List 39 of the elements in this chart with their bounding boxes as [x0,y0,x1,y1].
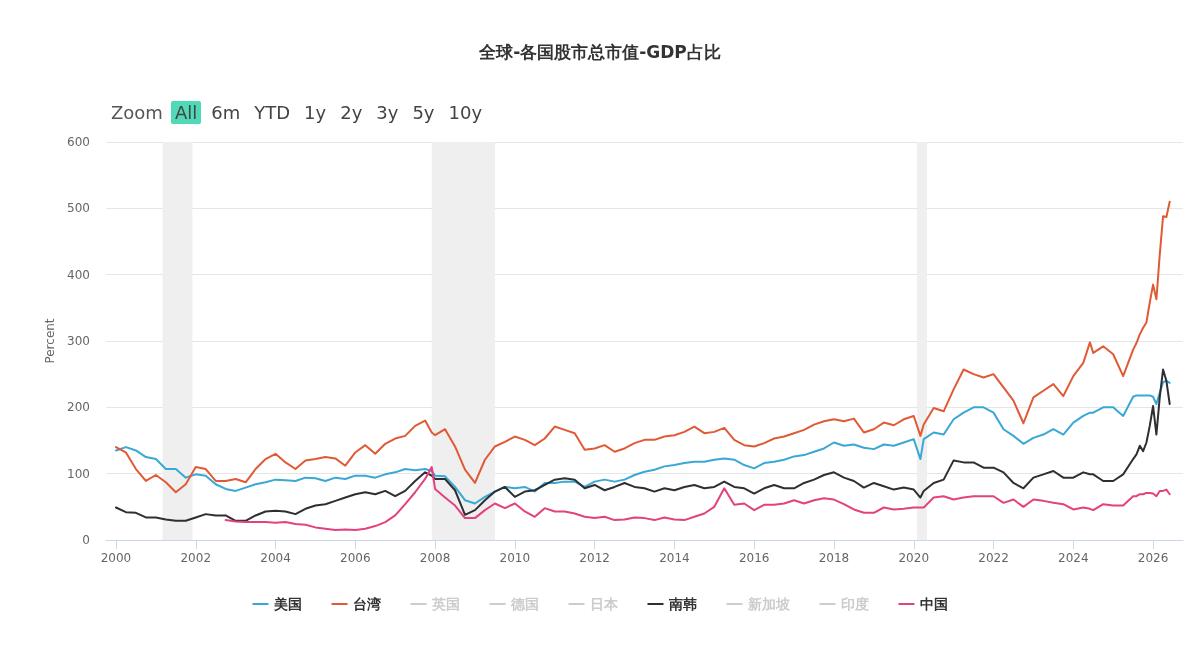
text: 3y [375,101,400,124]
line-series [114,368,1171,522]
text: 1y [303,101,328,124]
x-tick-label: 2012 [579,551,610,565]
y-tick-label: 500 [67,201,90,216]
y-tick-label: 0 [82,533,90,547]
line-series [114,379,1171,505]
y-tick-label: 300 [67,334,90,348]
text: YTD [253,101,292,124]
line-series [114,200,1171,494]
x-tick-label: 2000 [100,551,132,565]
x-tick-label: 2016 [738,551,770,565]
y-axis-title: Percent [43,318,58,364]
x-tick-label: 2024 [1058,551,1089,565]
text: 2y [339,101,364,124]
y-tick-label: 100 [67,466,90,481]
x-tick-label: 2002 [180,551,212,565]
text: 6m [210,101,242,124]
x-tick-label: 2008 [419,551,451,565]
legend-label: 台湾 [352,596,381,612]
y-tick-label: 600 [67,135,90,149]
legend-label: 美国 [272,596,302,612]
legend-label: 中国 [919,596,948,612]
x-tick-label: 2018 [818,551,850,565]
y-tick-label: 400 [67,267,90,282]
text: 10y [447,101,484,124]
x-tick-label: 2020 [898,551,930,565]
text: 5y [411,101,436,124]
x-tick-label: 2022 [978,551,1009,565]
x-tick-label: 2006 [340,551,371,565]
x-tick-label: 2014 [659,551,690,565]
x-tick-label: 2004 [260,551,291,565]
legend-label: 南韩 [667,596,697,612]
chart-title: 全球-各国股市总市值-GDP占比 [478,41,721,62]
line-series [224,466,1171,532]
x-tick-label: 2026 [1137,551,1169,565]
x-tick-label: 2010 [499,551,531,565]
text: Zoom [110,101,164,124]
y-tick-label: 200 [67,400,90,415]
